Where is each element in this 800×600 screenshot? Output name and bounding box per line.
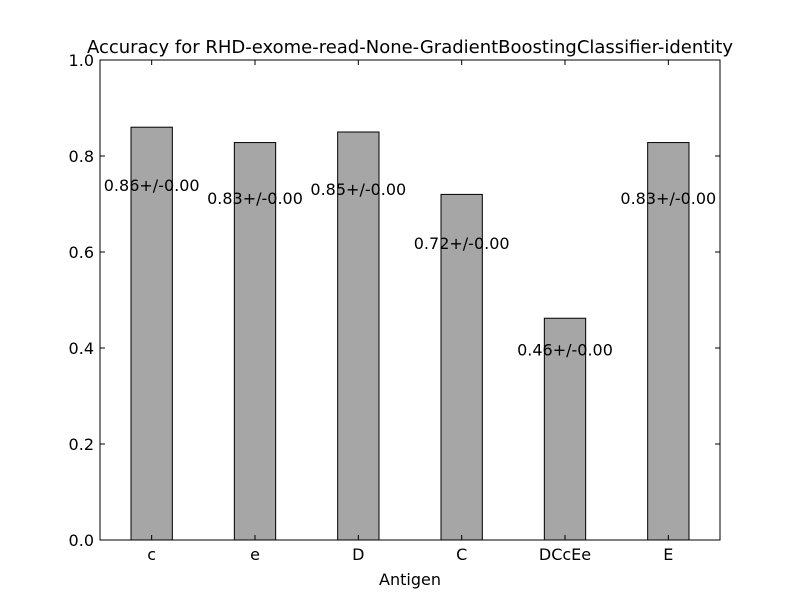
data-label-DCcEe: 0.46+/-0.00 [517,340,613,359]
data-label-C: 0.72+/-0.00 [414,234,510,253]
y-tick-label: 0.0 [69,531,94,550]
bar-e [233,142,277,541]
x-tick-label-e: e [250,545,260,564]
x-tick-label-c: c [147,545,156,564]
bar-C [440,193,483,541]
data-labels-group: 0.86+/-0.00 0.83+/-0.00 0.85+/-0.00 0.72+/-… [104,176,716,359]
data-label-c: 0.86+/-0.00 [104,176,200,195]
y-tick-label: 0.6 [69,243,94,262]
y-tick-label: 1.0 [69,51,94,70]
y-tick-label: 0.2 [69,435,94,454]
y-tick-label: 0.4 [69,339,94,358]
data-label-e: 0.83+/-0.00 [207,189,303,208]
y-axis: 0.0 0.2 0.4 0.6 0.8 1.0 [69,51,720,550]
chart-title: Accuracy for RHD-exome-read-None-Gradien… [87,37,733,58]
plot-frame [99,59,721,541]
x-tick-label-D: D [352,545,364,564]
y-tick-label: 0.8 [69,147,94,166]
data-label-E: 0.83+/-0.00 [620,189,716,208]
data-label-D: 0.85+/-0.00 [310,180,406,199]
bar-E [647,142,690,541]
x-axis-label: Antigen [379,570,441,589]
x-axis: c e D C DCcEe E [147,60,673,564]
x-tick-label-C: C [456,545,467,564]
bar-D [337,131,380,541]
x-tick-label-DCcEe: DCcEe [539,545,591,564]
x-tick-label-E: E [663,545,673,564]
bar-c [130,126,173,541]
bars-group [130,126,690,541]
